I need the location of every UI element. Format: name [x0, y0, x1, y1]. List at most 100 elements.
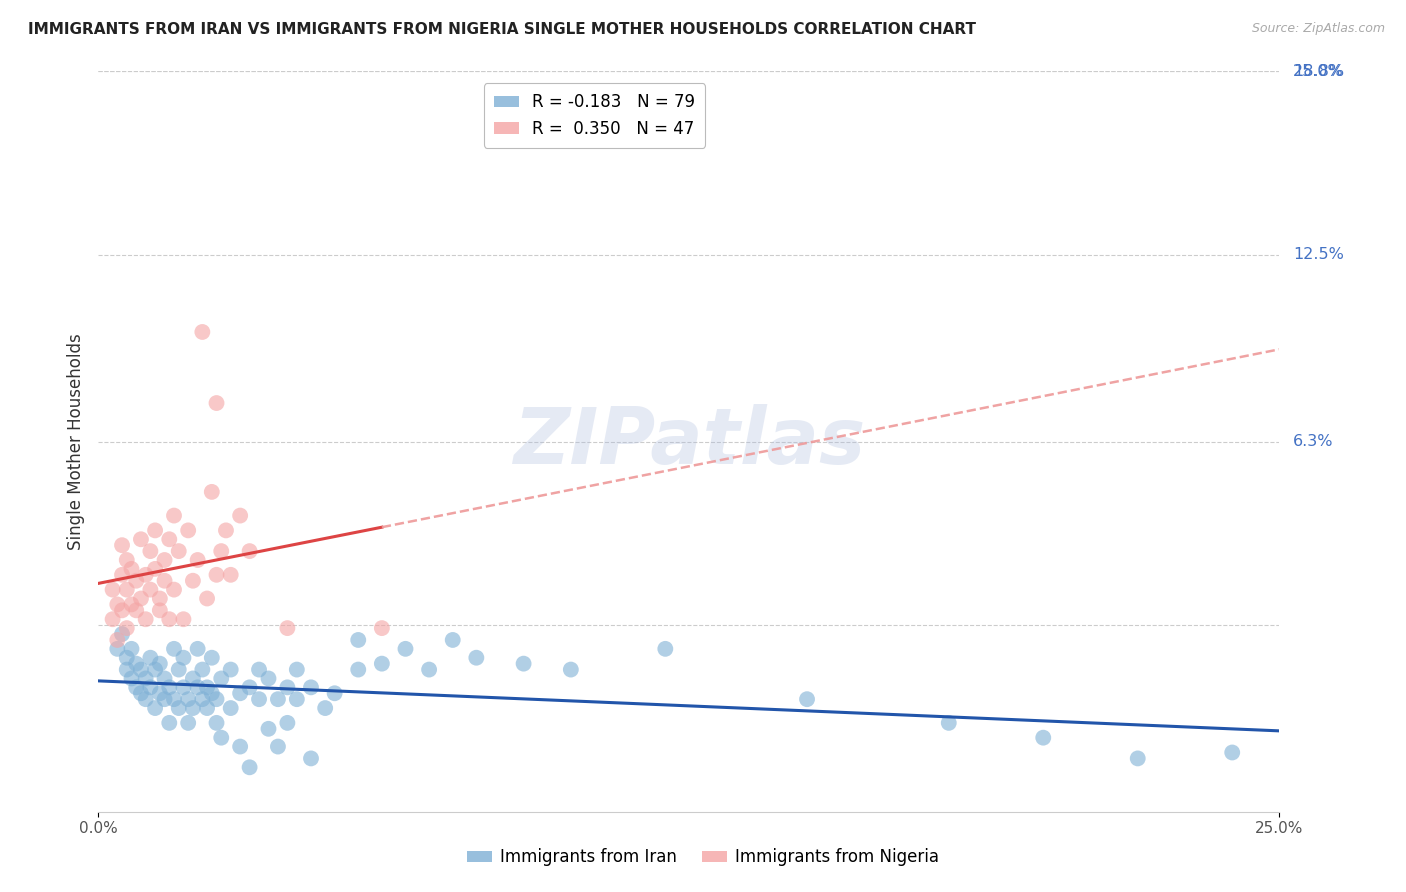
Point	[135, 692, 157, 706]
Point	[149, 591, 172, 606]
Legend: R = -0.183   N = 79, R =  0.350   N = 47: R = -0.183 N = 79, R = 0.350 N = 47	[484, 83, 706, 148]
Point	[215, 524, 238, 538]
Point	[111, 567, 134, 582]
Point	[418, 663, 440, 677]
Point	[195, 701, 218, 715]
Point	[191, 325, 214, 339]
Point	[191, 692, 214, 706]
Point	[172, 681, 194, 695]
Point	[125, 681, 148, 695]
Point	[371, 657, 394, 671]
Point	[115, 621, 138, 635]
Point	[267, 692, 290, 706]
Point	[187, 553, 209, 567]
Point	[149, 686, 172, 700]
Point	[121, 641, 143, 656]
Point	[314, 701, 336, 715]
Point	[267, 739, 290, 754]
Point	[153, 574, 176, 588]
Point	[229, 508, 252, 523]
Point	[115, 650, 138, 665]
Point	[285, 663, 308, 677]
Point	[115, 663, 138, 677]
Point	[157, 681, 180, 695]
Point	[181, 701, 204, 715]
Point	[157, 533, 180, 547]
Point	[181, 672, 204, 686]
Point	[201, 650, 224, 665]
Point	[105, 641, 128, 656]
Point	[167, 701, 190, 715]
Text: ZIPatlas: ZIPatlas	[513, 403, 865, 480]
Point	[157, 715, 180, 730]
Point	[205, 715, 228, 730]
Point	[239, 544, 262, 558]
Point	[201, 484, 224, 499]
Point	[135, 567, 157, 582]
Point	[163, 582, 186, 597]
Point	[276, 715, 298, 730]
Point	[219, 567, 242, 582]
Point	[143, 701, 166, 715]
Point	[219, 663, 242, 677]
Point	[195, 591, 218, 606]
Point	[239, 681, 262, 695]
Point	[512, 657, 534, 671]
Point	[299, 681, 322, 695]
Point	[125, 603, 148, 617]
Point	[153, 692, 176, 706]
Point	[121, 672, 143, 686]
Point	[205, 567, 228, 582]
Point	[1220, 746, 1243, 760]
Point	[139, 544, 162, 558]
Point	[105, 598, 128, 612]
Point	[115, 553, 138, 567]
Point	[139, 582, 162, 597]
Point	[125, 657, 148, 671]
Point	[143, 663, 166, 677]
Text: 25.0%: 25.0%	[1294, 64, 1344, 78]
Point	[135, 612, 157, 626]
Point	[654, 641, 676, 656]
Point	[1032, 731, 1054, 745]
Point	[172, 612, 194, 626]
Point	[139, 650, 162, 665]
Point	[371, 621, 394, 635]
Point	[177, 524, 200, 538]
Point	[191, 663, 214, 677]
Point	[111, 538, 134, 552]
Point	[181, 574, 204, 588]
Point	[257, 672, 280, 686]
Point	[209, 731, 232, 745]
Legend: Immigrants from Iran, Immigrants from Nigeria: Immigrants from Iran, Immigrants from Ni…	[460, 842, 946, 873]
Point	[115, 582, 138, 597]
Point	[139, 681, 162, 695]
Point	[285, 692, 308, 706]
Point	[257, 722, 280, 736]
Point	[187, 681, 209, 695]
Point	[149, 657, 172, 671]
Text: 12.5%: 12.5%	[1294, 247, 1344, 262]
Point	[209, 672, 232, 686]
Point	[187, 641, 209, 656]
Point	[347, 632, 370, 647]
Point	[205, 692, 228, 706]
Point	[149, 603, 172, 617]
Point	[938, 715, 960, 730]
Point	[560, 663, 582, 677]
Point	[177, 715, 200, 730]
Point	[229, 739, 252, 754]
Point	[163, 692, 186, 706]
Text: Source: ZipAtlas.com: Source: ZipAtlas.com	[1251, 22, 1385, 36]
Point	[347, 663, 370, 677]
Point	[111, 627, 134, 641]
Point	[299, 751, 322, 765]
Point	[201, 686, 224, 700]
Point	[105, 632, 128, 647]
Point	[153, 672, 176, 686]
Point	[239, 760, 262, 774]
Text: IMMIGRANTS FROM IRAN VS IMMIGRANTS FROM NIGERIA SINGLE MOTHER HOUSEHOLDS CORRELA: IMMIGRANTS FROM IRAN VS IMMIGRANTS FROM …	[28, 22, 976, 37]
Point	[441, 632, 464, 647]
Point	[465, 650, 488, 665]
Point	[101, 582, 124, 597]
